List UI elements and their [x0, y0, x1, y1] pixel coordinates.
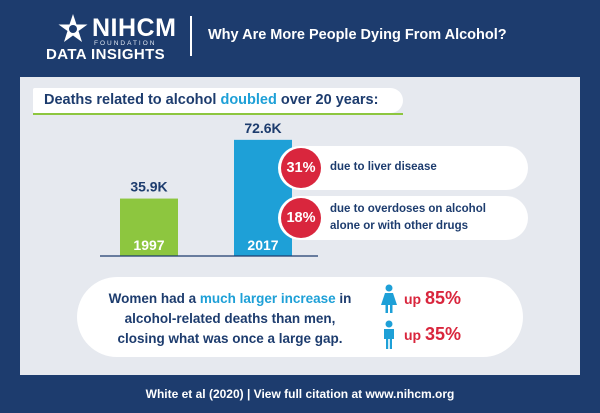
logo-name: NIHCM	[92, 14, 177, 42]
logo-foundation: FOUNDATION	[94, 40, 157, 47]
page-title: Why Are More People Dying From Alcohol?	[208, 27, 507, 43]
category-label-1997: 1997	[133, 237, 164, 253]
overdose-line-2: alone or with other drugs	[330, 220, 469, 232]
overdose-annotation-text: due to overdoses on alcohol alone or wit…	[330, 201, 486, 235]
men-stat-value: 35%	[425, 324, 462, 344]
comparison-highlight: much larger increase	[199, 291, 336, 306]
value-label-2017: 72.6K	[244, 120, 281, 136]
headline-after: over 20 years:	[276, 92, 379, 108]
liver-annotation-text: due to liver disease	[330, 161, 437, 173]
male-figure-icon	[384, 320, 394, 349]
women-increase-stat: up 85%	[404, 288, 461, 309]
headline-underline	[33, 113, 403, 115]
liver-percent-badge: 31%	[281, 148, 321, 188]
logo-subtitle: DATA INSIGHTS	[46, 46, 166, 63]
star-logo-icon	[58, 14, 88, 42]
women-stat-value: 85%	[425, 288, 462, 308]
comparison-line-2: alcohol-related deaths than men,	[124, 311, 336, 326]
citation-footer[interactable]: White et al (2020) | View full citation …	[145, 387, 455, 401]
comparison-line-1-before: Women had a	[108, 291, 200, 306]
nihcm-logo[interactable]: NIHCM FOUNDATION DATA INSIGHTS	[40, 10, 180, 70]
value-label-1997: 35.9K	[130, 179, 167, 195]
men-stat-prefix: up	[404, 327, 425, 343]
comparison-line-1: Women had a much larger increase in	[90, 289, 370, 309]
gender-comparison-box	[77, 277, 523, 357]
headline-before: Deaths related to alcohol	[44, 92, 221, 108]
chart-headline: Deaths related to alcohol doubled over 2…	[44, 92, 378, 108]
gender-comparison-text: Women had a much larger increase in alco…	[90, 289, 370, 349]
header: NIHCM FOUNDATION DATA INSIGHTS Why Are M…	[0, 0, 600, 82]
men-increase-stat: up 35%	[404, 324, 461, 345]
annotation-pill-liver: 31% due to liver disease	[278, 146, 528, 190]
category-label-2017: 2017	[247, 237, 278, 253]
overdose-percent-badge: 18%	[281, 198, 321, 238]
annotation-pill-overdose: 18% due to overdoses on alcohol alone or…	[278, 196, 528, 240]
comparison-line-3: closing what was once a large gap.	[117, 331, 343, 346]
comparison-line-1-after: in	[335, 291, 352, 306]
overdose-line-1: due to overdoses on alcohol	[330, 203, 486, 215]
women-stat-prefix: up	[404, 291, 425, 307]
female-figure-icon	[381, 284, 397, 313]
headline-highlight: doubled	[220, 92, 277, 108]
bar-1997	[120, 198, 178, 256]
header-divider	[190, 16, 192, 56]
headline-box	[33, 88, 403, 113]
